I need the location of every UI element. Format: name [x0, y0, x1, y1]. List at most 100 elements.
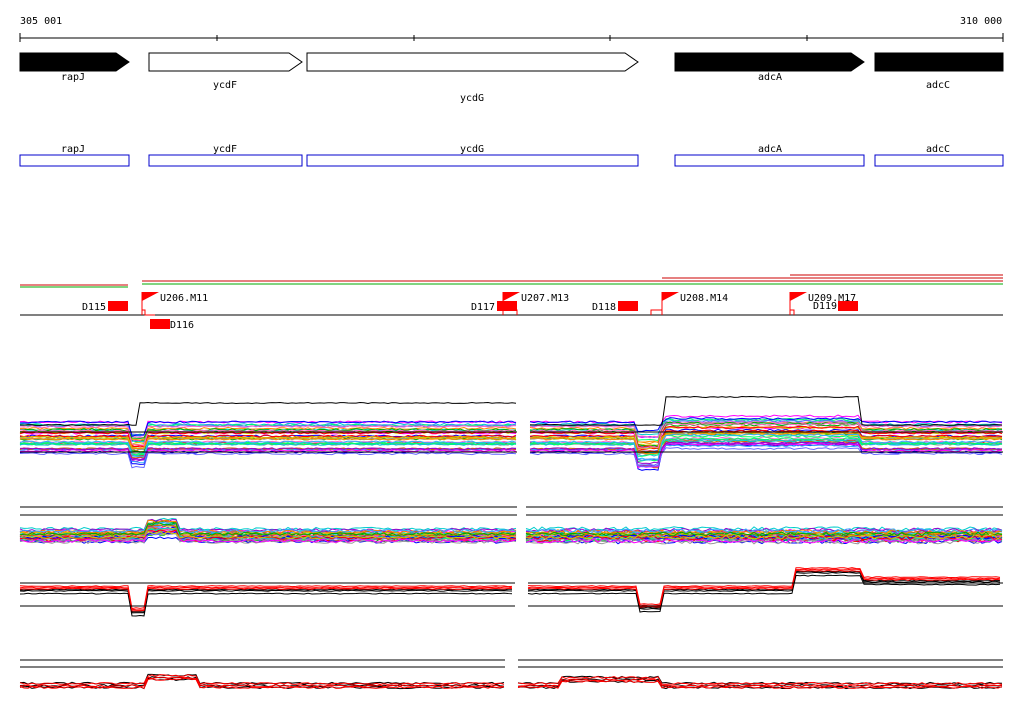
coordinate-ruler: 305 001 310 000 — [19, 16, 1004, 42]
expression-profile — [527, 569, 1001, 608]
expression-profile — [19, 437, 517, 450]
expression-profile — [525, 531, 1003, 537]
gene-track: rapJ ycdF ycdG adcA adcC — [19, 52, 1004, 104]
expression-profile — [19, 674, 505, 686]
expression-profile — [525, 539, 1003, 545]
expression-panel-black-red-top — [19, 567, 1003, 617]
expression-panel-black-red-bottom — [19, 659, 1003, 690]
expression-profile — [19, 586, 513, 611]
downstream-marker-d119[interactable] — [838, 301, 858, 311]
marker-label-u209: U209.M17 — [808, 293, 856, 304]
transcript-label-adcc: adcC — [926, 144, 950, 155]
expression-profile — [529, 442, 1003, 469]
expression-profile — [525, 538, 1003, 544]
expression-profile — [529, 417, 1002, 432]
gene-arrow-ycdg[interactable] — [306, 52, 639, 72]
expression-profile — [530, 395, 1003, 426]
upstream-marker-u209[interactable] — [789, 292, 807, 315]
expression-profile — [19, 587, 513, 612]
gene-label-rapj: rapJ — [61, 72, 85, 83]
gene-arrow-ycdf[interactable] — [148, 52, 303, 72]
downstream-marker-d115[interactable] — [108, 301, 128, 311]
expression-profile — [525, 528, 1003, 534]
expression-profile — [527, 568, 1001, 607]
coverage-lines — [20, 274, 1003, 288]
transcript-label-ycdf: ycdF — [213, 144, 237, 155]
expression-profile — [529, 429, 1003, 451]
expression-profile — [19, 440, 517, 457]
transcript-box-adcc[interactable] — [874, 154, 1004, 167]
expression-profile — [19, 676, 505, 688]
downstream-marker-d116[interactable] — [150, 319, 170, 329]
expression-panel-multicolor-top — [19, 395, 1003, 471]
marker-label-d118: D118 — [592, 302, 616, 313]
expression-profile — [527, 570, 1001, 609]
expression-profile — [19, 429, 517, 447]
gene-arrow-rapj[interactable] — [19, 52, 130, 72]
expression-profile — [529, 443, 1003, 471]
expression-profile — [527, 567, 1001, 606]
expression-profile — [19, 420, 517, 437]
gene-label-adca: adcA — [758, 72, 782, 83]
upstream-marker-u206[interactable] — [141, 292, 159, 316]
expression-profile — [19, 519, 516, 534]
expression-profile — [527, 571, 1001, 610]
expression-profile — [529, 422, 1003, 449]
gene-label-ycdf: ycdF — [213, 80, 237, 91]
gene-label-adcc: adcC — [926, 80, 950, 91]
upstream-marker-u208[interactable] — [650, 292, 679, 315]
expression-profile — [529, 421, 1003, 448]
expression-profile — [19, 447, 517, 461]
expression-profile — [19, 588, 512, 613]
ruler-end-label: 310 000 — [960, 16, 1002, 27]
expression-profile — [19, 434, 517, 448]
expression-profile — [529, 425, 1003, 448]
marker-track: D115 D116 D117 D118 D119 U206.M11 U207.M… — [20, 292, 1003, 331]
marker-label-d116: D116 — [170, 320, 194, 331]
expression-profile — [19, 401, 517, 426]
expression-profile — [525, 527, 1003, 533]
expression-profile — [19, 531, 517, 542]
transcript-box-ycdg[interactable] — [306, 154, 639, 167]
transcript-box-rapj[interactable] — [19, 154, 130, 167]
gene-label-ycdg: ycdG — [460, 93, 484, 104]
marker-label-u207: U207.M13 — [521, 293, 569, 304]
expression-profile — [19, 522, 517, 537]
expression-profile — [529, 433, 1003, 461]
marker-label-u206: U206.M11 — [160, 293, 208, 304]
marker-label-d119: D119 — [813, 301, 837, 312]
gene-arrow-adcc[interactable] — [874, 52, 1004, 72]
gene-arrow-adca[interactable] — [674, 52, 865, 72]
marker-label-u208: U208.M14 — [680, 293, 728, 304]
expression-profile — [517, 675, 1003, 686]
expression-profile — [19, 436, 517, 450]
expression-panel-multicolor-bottom — [19, 506, 1003, 545]
expression-profile — [19, 426, 517, 441]
expression-profile — [525, 535, 1003, 541]
expression-profile — [19, 452, 517, 469]
transcript-box-ycdf[interactable] — [148, 154, 303, 167]
expression-profile — [19, 442, 517, 456]
downstream-marker-d118[interactable] — [618, 301, 638, 311]
transcript-label-ycdg: ycdG — [460, 144, 484, 155]
transcript-track: rapJ ycdF ycdG adcA adcC — [19, 144, 1004, 167]
marker-label-d117: D117 — [471, 302, 495, 313]
expression-profile — [529, 414, 1003, 439]
transcript-label-adca: adcA — [758, 144, 782, 155]
downstream-marker-d117[interactable] — [497, 301, 517, 311]
expression-profile — [19, 589, 513, 614]
expression-profile — [517, 679, 1003, 689]
expression-profile — [19, 592, 513, 617]
transcript-box-adca[interactable] — [674, 154, 865, 167]
expression-profile — [517, 678, 1003, 688]
upstream-marker-u207[interactable] — [502, 292, 520, 315]
expression-profile — [19, 420, 517, 437]
expression-profile — [19, 530, 517, 539]
expression-profile — [19, 677, 505, 690]
expression-profile — [529, 434, 1003, 463]
expression-profile — [19, 517, 517, 531]
expression-profile — [19, 425, 516, 439]
expression-profile — [525, 534, 1003, 540]
marker-label-d115: D115 — [82, 302, 106, 313]
